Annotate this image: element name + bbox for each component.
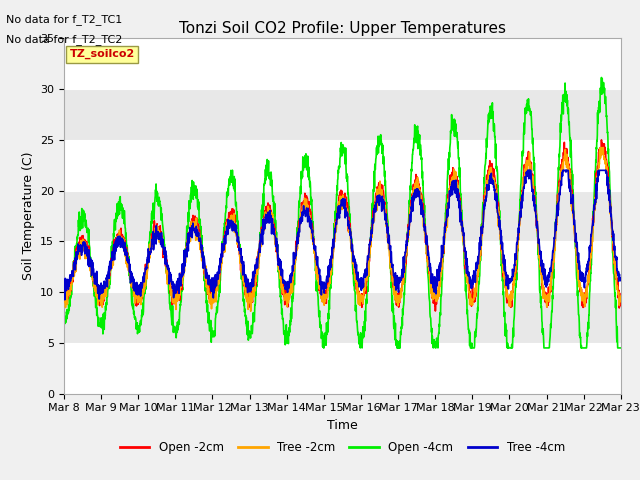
Tree -4cm [371, 209, 379, 215]
Open -4cm [371, 164, 379, 169]
Tree -2cm [371, 203, 379, 209]
Text: TZ_soilco2: TZ_soilco2 [70, 49, 135, 60]
Bar [64, 191, 621, 241]
Bar [64, 292, 621, 343]
Open -2cm [358, 301, 366, 307]
Text: No data for f_T2_TC2: No data for f_T2_TC2 [6, 34, 123, 45]
Title: Tonzi Soil CO2 Profile: Upper Temperatures: Tonzi Soil CO2 Profile: Upper Temperatur… [179, 21, 506, 36]
Tree -2cm [584, 285, 591, 291]
Bar [64, 241, 621, 292]
Open -4cm [216, 275, 223, 281]
Tree -4cm [504, 286, 512, 292]
Line: Open -4cm: Open -4cm [64, 77, 621, 348]
Bar [64, 343, 621, 394]
Open -2cm [371, 203, 378, 208]
Bar [64, 89, 621, 140]
X-axis label: Time: Time [327, 419, 358, 432]
Tree -2cm [216, 275, 223, 281]
Legend: Open -2cm, Tree -2cm, Open -4cm, Tree -4cm: Open -2cm, Tree -2cm, Open -4cm, Tree -4… [115, 436, 570, 459]
Open -4cm [617, 345, 625, 351]
Line: Open -2cm: Open -2cm [64, 140, 621, 311]
Open -2cm [431, 308, 439, 314]
Tree -4cm [524, 168, 532, 173]
Open -4cm [320, 345, 328, 351]
Open -2cm [60, 288, 68, 294]
Tree -2cm [600, 144, 607, 150]
Tree -4cm [61, 297, 68, 303]
Open -2cm [617, 303, 625, 309]
Open -4cm [568, 169, 575, 175]
Tree -4cm [584, 265, 591, 271]
Text: No data for f_T2_TC1: No data for f_T2_TC1 [6, 14, 123, 25]
Line: Tree -2cm: Tree -2cm [64, 147, 621, 312]
Open -4cm [598, 74, 605, 80]
Bar [64, 140, 621, 191]
Tree -2cm [60, 293, 68, 299]
Open -2cm [584, 283, 591, 289]
Open -2cm [504, 298, 512, 304]
Open -4cm [359, 334, 367, 339]
Open -4cm [504, 344, 512, 349]
Tree -2cm [617, 293, 625, 299]
Tree -4cm [60, 289, 68, 295]
Tree -2cm [359, 293, 367, 299]
Tree -4cm [617, 277, 625, 283]
Tree -4cm [216, 270, 223, 276]
Line: Tree -4cm: Tree -4cm [64, 170, 621, 300]
Open -4cm [584, 330, 591, 336]
Bar [64, 38, 621, 89]
Y-axis label: Soil Temperature (C): Soil Temperature (C) [22, 152, 35, 280]
Open -4cm [60, 316, 68, 322]
Open -2cm [598, 137, 605, 143]
Tree -4cm [359, 277, 367, 283]
Open -2cm [216, 279, 223, 285]
Tree -2cm [568, 199, 575, 204]
Tree -2cm [247, 309, 255, 314]
Tree -4cm [568, 199, 576, 204]
Tree -2cm [504, 296, 512, 302]
Open -2cm [568, 187, 575, 193]
